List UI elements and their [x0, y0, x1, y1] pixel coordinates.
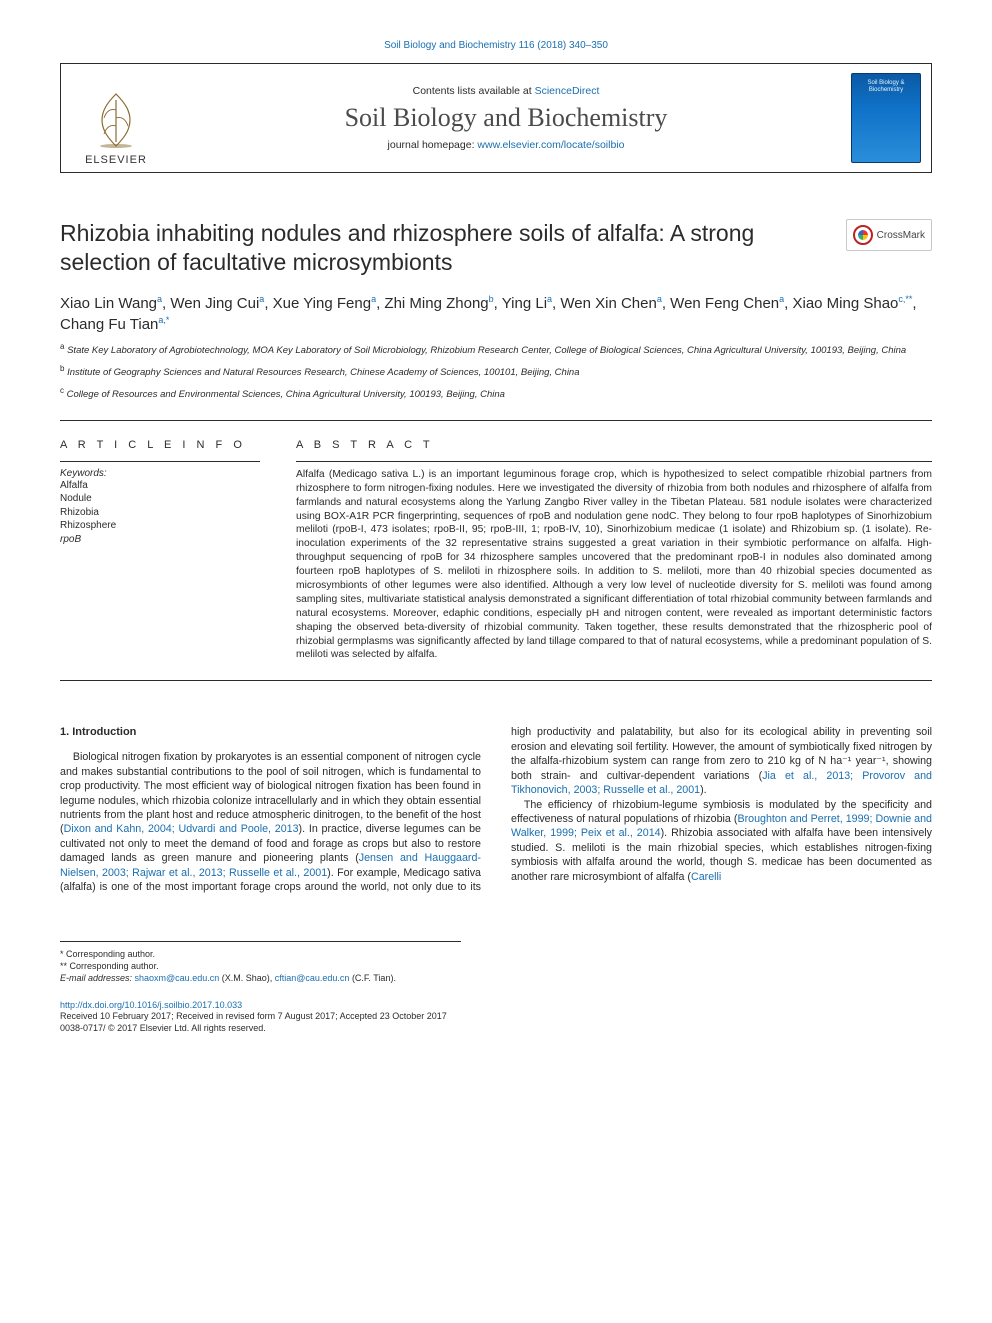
intro-p1e: ). — [700, 784, 707, 796]
homepage-prefix: journal homepage: — [388, 139, 478, 151]
publisher-name: ELSEVIER — [85, 154, 147, 166]
contents-prefix: Contents lists available at — [413, 85, 535, 97]
abstract-head: A B S T R A C T — [296, 439, 932, 451]
journal-cover-icon: Soil Biology & Biochemistry — [851, 73, 921, 163]
affiliation-b-text: Institute of Geography Sciences and Natu… — [67, 367, 579, 378]
cover-text-2: Biochemistry — [869, 87, 903, 94]
crossmark-icon — [853, 225, 873, 245]
abstract-column: A B S T R A C T Alfalfa (Medicago sativa… — [296, 439, 932, 662]
homepage-line: journal homepage: www.elsevier.com/locat… — [388, 139, 625, 151]
journal-cover-block: Soil Biology & Biochemistry — [841, 64, 931, 172]
keywords-label: Keywords: — [60, 468, 260, 479]
info-divider — [60, 461, 260, 462]
footnote-emails: E-mail addresses: shaoxm@cau.edu.cn (X.M… — [60, 972, 461, 984]
masthead: ELSEVIER Contents lists available at Sci… — [60, 63, 932, 173]
keywords-list: AlfalfaNoduleRhizobiaRhizosphererpoB — [60, 479, 260, 547]
intro-cite-1[interactable]: Dixon and Kahn, 2004; Udvardi and Poole,… — [64, 823, 299, 835]
crossmark-label: CrossMark — [877, 230, 925, 241]
title-row: Rhizobia inhabiting nodules and rhizosph… — [60, 219, 932, 277]
contents-line: Contents lists available at ScienceDirec… — [413, 85, 600, 97]
email-link-1[interactable]: shaoxm@cau.edu.cn — [135, 973, 220, 983]
journal-name: Soil Biology and Biochemistry — [345, 103, 668, 133]
intro-heading: 1. Introduction — [60, 725, 481, 740]
intro-cite-5[interactable]: Carelli — [691, 871, 721, 883]
doi-link[interactable]: http://dx.doi.org/10.1016/j.soilbio.2017… — [60, 1000, 242, 1010]
affiliation-a: a State Key Laboratory of Agrobiotechnol… — [60, 342, 932, 358]
footnote-star2: ** Corresponding author. — [60, 960, 461, 972]
page-root: Soil Biology and Biochemistry 116 (2018)… — [0, 0, 992, 1084]
publisher-logo-block: ELSEVIER — [61, 64, 171, 172]
article-info-column: A R T I C L E I N F O Keywords: AlfalfaN… — [60, 439, 260, 662]
email-paren-1: (X.M. Shao), — [219, 973, 275, 983]
crossmark-badge[interactable]: CrossMark — [846, 219, 932, 251]
issn-copyright-line: 0038-0717/ © 2017 Elsevier Ltd. All righ… — [60, 1022, 932, 1034]
author-list: Xiao Lin Wanga, Wen Jing Cuia, Xue Ying … — [60, 293, 932, 337]
footnote-star1: * Corresponding author. — [60, 948, 461, 960]
affiliation-c: c College of Resources and Environmental… — [60, 386, 932, 402]
divider-bottom — [60, 680, 932, 681]
sciencedirect-link[interactable]: ScienceDirect — [535, 85, 600, 97]
running-citation-link[interactable]: Soil Biology and Biochemistry 116 (2018)… — [384, 40, 608, 51]
abstract-divider — [296, 461, 932, 462]
affiliation-c-text: College of Resources and Environmental S… — [67, 389, 505, 400]
article-info-head: A R T I C L E I N F O — [60, 439, 260, 451]
doi-link-line: http://dx.doi.org/10.1016/j.soilbio.2017… — [60, 1000, 932, 1010]
email-link-2[interactable]: cftian@cau.edu.cn — [275, 973, 350, 983]
journal-homepage-link[interactable]: www.elsevier.com/locate/soilbio — [477, 139, 624, 151]
abstract-text: Alfalfa (Medicago sativa L.) is an impor… — [296, 468, 932, 662]
article-title: Rhizobia inhabiting nodules and rhizosph… — [60, 219, 826, 277]
body-two-columns: 1. Introduction Biological nitrogen fixa… — [60, 725, 932, 894]
divider-top — [60, 420, 932, 421]
intro-p2: The efficiency of rhizobium-legume symbi… — [511, 798, 932, 885]
affiliation-b: b Institute of Geography Sciences and Na… — [60, 364, 932, 380]
cover-text-1: Soil Biology & — [867, 80, 904, 87]
email-label: E-mail addresses: — [60, 973, 135, 983]
received-line: Received 10 February 2017; Received in r… — [60, 1010, 932, 1022]
email-paren-2: (C.F. Tian). — [349, 973, 396, 983]
info-abstract-row: A R T I C L E I N F O Keywords: AlfalfaN… — [60, 439, 932, 662]
affiliation-a-text: State Key Laboratory of Agrobiotechnolog… — [67, 345, 906, 356]
elsevier-tree-icon — [86, 90, 146, 150]
masthead-center: Contents lists available at ScienceDirec… — [171, 64, 841, 172]
running-citation: Soil Biology and Biochemistry 116 (2018)… — [60, 40, 932, 51]
corresponding-footnotes: * Corresponding author. ** Corresponding… — [60, 941, 461, 984]
